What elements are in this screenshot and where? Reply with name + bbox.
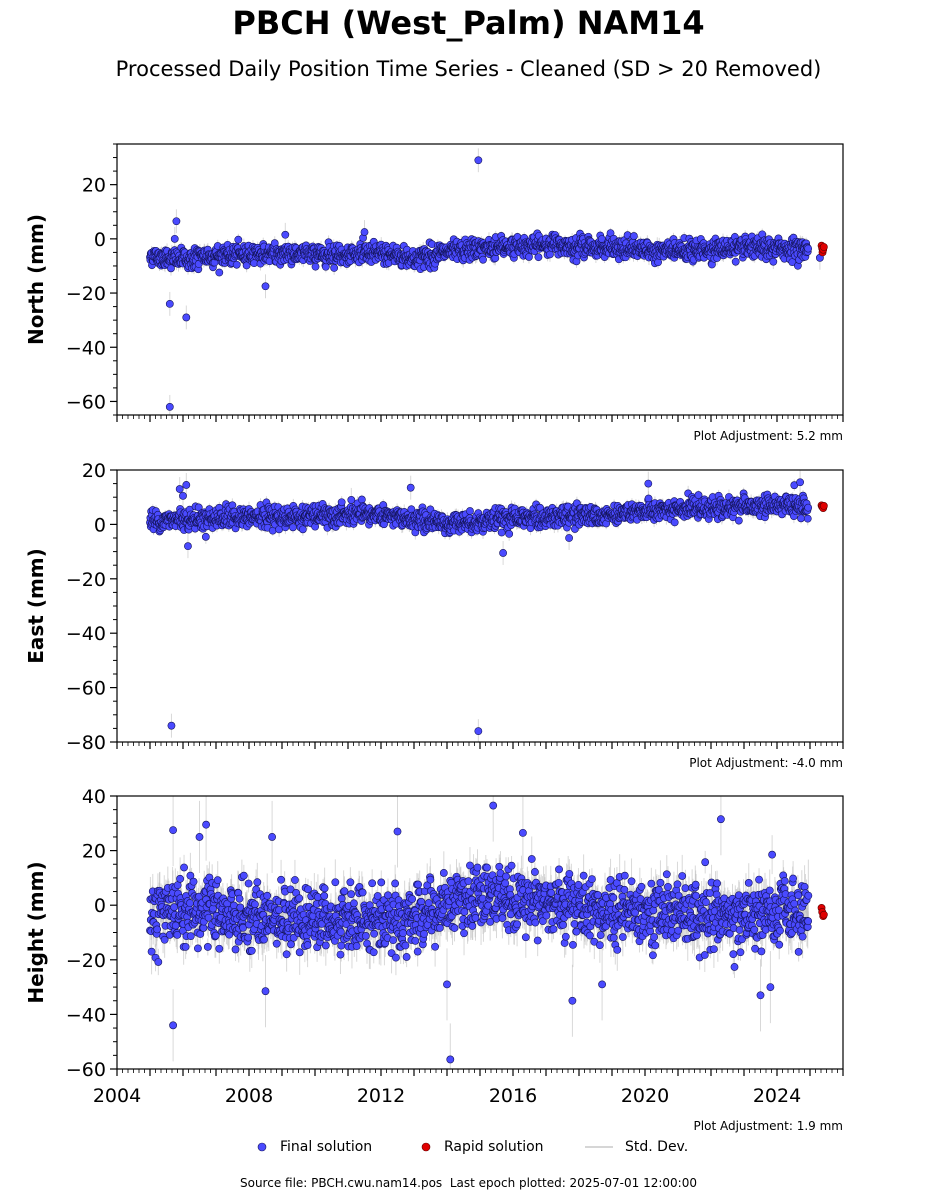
data-point <box>261 282 270 291</box>
data-point <box>311 262 320 271</box>
plot-area <box>146 470 828 742</box>
data-point <box>630 232 638 240</box>
y-tick-label: −60 <box>66 391 106 413</box>
data-point <box>330 264 339 272</box>
chart-title: PBCH (West_Palm) NAM14 <box>232 4 705 42</box>
error-bars <box>149 148 821 415</box>
data-point <box>534 253 543 262</box>
data-point <box>170 234 179 243</box>
data-point <box>731 257 740 266</box>
plot-adjustment-label: Plot Adjustment: 5.2 mm <box>694 429 843 443</box>
data-point <box>232 260 241 269</box>
data-point <box>474 156 483 165</box>
data-point <box>182 313 191 322</box>
plot-area <box>146 148 828 415</box>
final-points <box>146 156 824 411</box>
data-point <box>172 217 181 226</box>
data-point <box>165 299 174 308</box>
plot-frame <box>116 143 844 416</box>
data-point <box>804 244 813 253</box>
chart-subtitle: Processed Daily Position Time Series - C… <box>115 57 822 81</box>
data-point <box>654 258 662 267</box>
data-point <box>165 402 174 411</box>
data-point <box>479 255 487 264</box>
chart-panel-1: 20 0 −20 −40 −60 North (mm) Plot Adjustment: 5… <box>24 143 844 443</box>
rapid-point <box>819 243 828 251</box>
y-axis-label: North (mm) <box>24 214 48 345</box>
y-tick-label: −20 <box>66 283 106 305</box>
data-point <box>234 235 243 244</box>
data-point <box>242 261 251 270</box>
data-point <box>360 228 369 236</box>
y-tick-label: −40 <box>66 337 106 359</box>
data-point <box>769 257 778 266</box>
y-tick-label: 0 <box>94 229 106 251</box>
y-tick-label: 20 <box>82 175 106 197</box>
data-point <box>525 253 533 261</box>
data-point <box>215 268 224 277</box>
data-point <box>281 230 290 239</box>
